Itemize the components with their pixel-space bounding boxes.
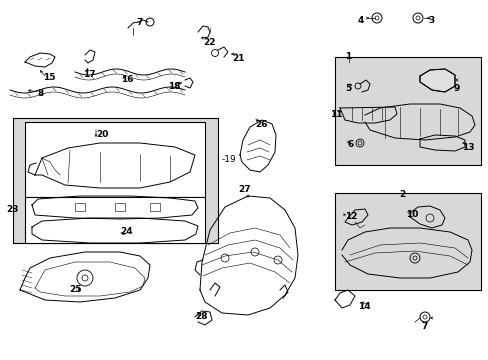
Text: 9: 9 bbox=[452, 84, 458, 93]
Text: 14: 14 bbox=[357, 302, 370, 311]
Text: 26: 26 bbox=[254, 120, 267, 129]
Text: 21: 21 bbox=[231, 54, 244, 63]
Text: 15: 15 bbox=[43, 73, 55, 82]
Text: 23: 23 bbox=[6, 205, 19, 214]
Text: 24: 24 bbox=[120, 227, 132, 236]
Bar bbox=[334, 57, 480, 165]
Text: 2: 2 bbox=[398, 190, 405, 199]
Polygon shape bbox=[419, 69, 454, 92]
Text: 17: 17 bbox=[83, 70, 96, 79]
Bar bbox=[25, 122, 204, 197]
Text: 7: 7 bbox=[420, 322, 427, 331]
Text: 6: 6 bbox=[346, 140, 352, 149]
Bar bbox=[150, 203, 160, 211]
Text: 11: 11 bbox=[329, 110, 342, 119]
Text: 7: 7 bbox=[136, 18, 142, 27]
Text: 4: 4 bbox=[357, 16, 364, 25]
Text: 22: 22 bbox=[203, 38, 215, 47]
Bar bbox=[25, 197, 204, 243]
Text: 13: 13 bbox=[461, 143, 473, 152]
Bar bbox=[115, 203, 125, 211]
Text: 3: 3 bbox=[427, 16, 433, 25]
Text: 27: 27 bbox=[238, 185, 250, 194]
Text: 10: 10 bbox=[405, 210, 418, 219]
Text: 5: 5 bbox=[345, 84, 350, 93]
Text: 8: 8 bbox=[38, 89, 44, 98]
Text: 1: 1 bbox=[345, 52, 350, 61]
Bar bbox=[75, 203, 85, 211]
Text: 20: 20 bbox=[96, 130, 108, 139]
Bar bbox=[13, 118, 218, 243]
Text: 12: 12 bbox=[345, 212, 357, 221]
Bar bbox=[334, 193, 480, 290]
Text: 16: 16 bbox=[121, 75, 133, 84]
Text: 25: 25 bbox=[69, 285, 81, 294]
Text: -19: -19 bbox=[222, 155, 236, 164]
Text: 28: 28 bbox=[195, 312, 207, 321]
Text: 18: 18 bbox=[168, 82, 180, 91]
